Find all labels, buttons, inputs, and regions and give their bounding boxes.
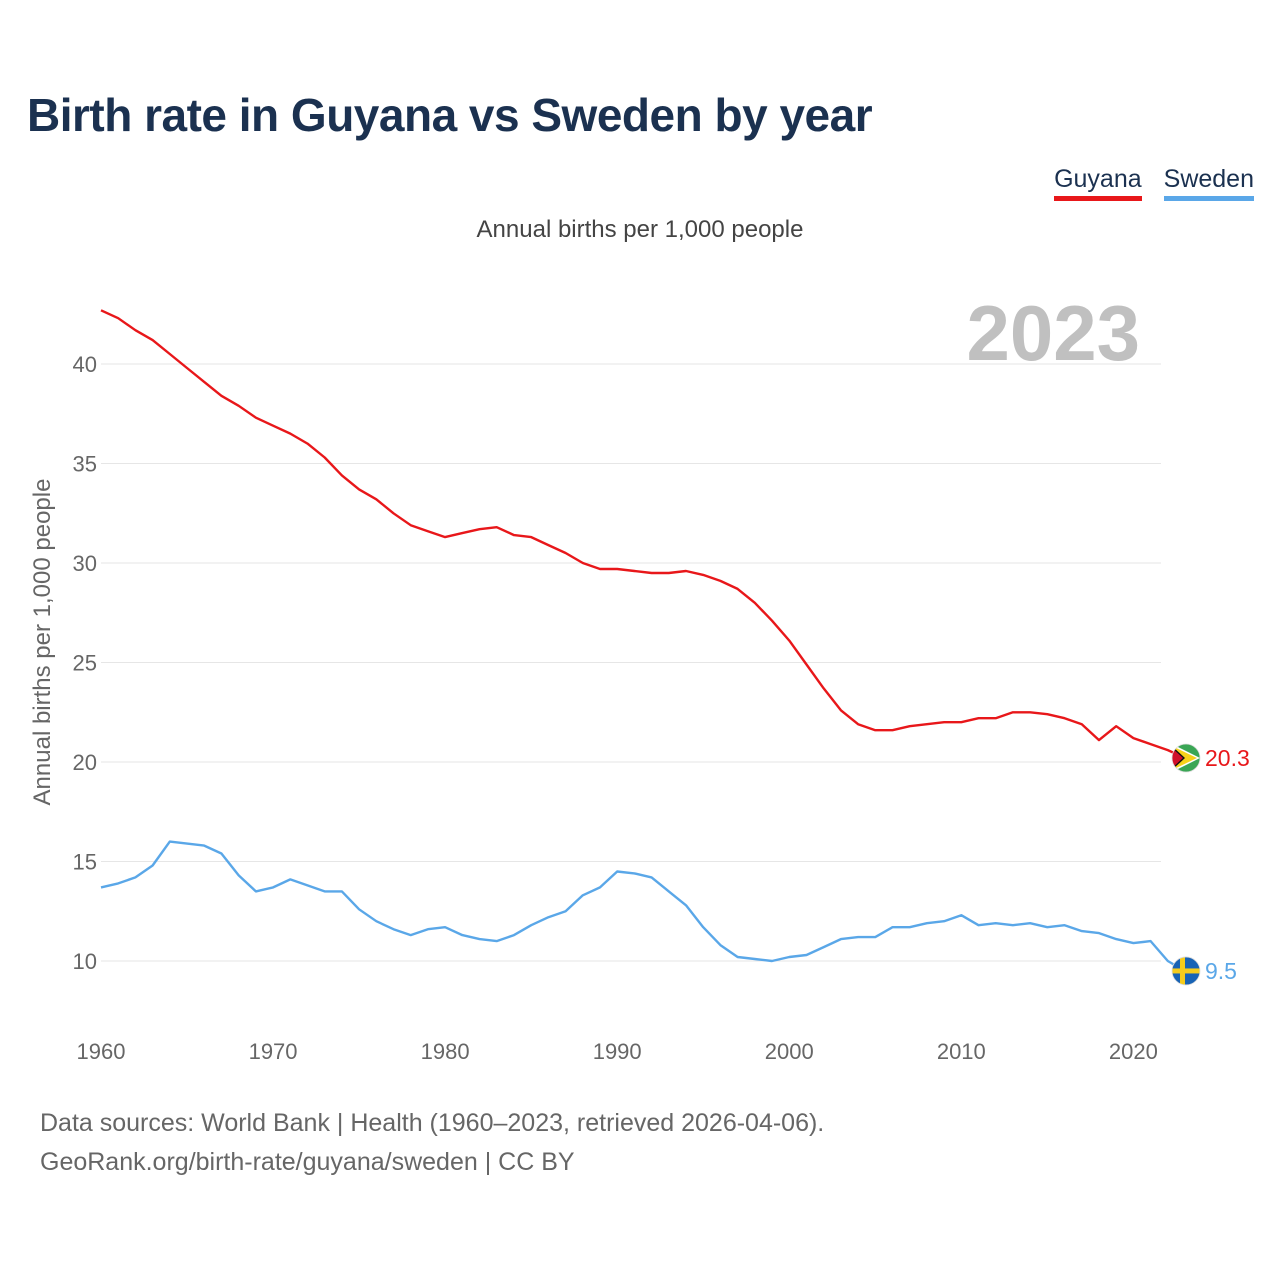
series-line-sweden <box>100 840 1186 973</box>
guyana-flag-icon <box>1171 743 1201 773</box>
y-tick-label: 40 <box>73 352 97 377</box>
x-tick-label: 2000 <box>765 1039 814 1064</box>
end-value-label-sweden: 9.5 <box>1205 958 1237 984</box>
y-axis-ticks: 10 15 20 25 30 35 40 <box>73 352 97 974</box>
y-tick-label: 30 <box>73 551 97 576</box>
source-line-2[interactable]: GeoRank.org/birth-rate/guyana/sweden | C… <box>40 1148 575 1176</box>
year-watermark: 2023 <box>966 289 1140 377</box>
x-axis-ticks: 1960 1970 1980 1990 2000 2010 2020 <box>77 1039 1158 1064</box>
x-tick-label: 1970 <box>249 1039 298 1064</box>
y-tick-label: 20 <box>73 750 97 775</box>
source-note: Data sources: World Bank | Health (1960–… <box>40 1104 824 1182</box>
chart-title: Birth rate in Guyana vs Sweden by year <box>27 89 873 141</box>
legend: Guyana Sweden <box>1054 165 1254 201</box>
sweden-flag-icon <box>1171 956 1201 986</box>
source-line-1: Data sources: World Bank | Health (1960–… <box>40 1109 825 1137</box>
chart-subtitle: Annual births per 1,000 people <box>476 216 804 243</box>
legend-item-guyana[interactable]: Guyana <box>1054 165 1142 201</box>
x-tick-label: 1990 <box>593 1039 642 1064</box>
x-tick-label: 1980 <box>421 1039 470 1064</box>
series-endpoints: 20.3 9.5 <box>1171 743 1250 986</box>
y-tick-label: 15 <box>73 850 97 875</box>
end-value-label-guyana: 20.3 <box>1205 745 1250 771</box>
series-lines <box>100 309 1186 973</box>
x-tick-label: 2010 <box>937 1039 986 1064</box>
legend-item-sweden[interactable]: Sweden <box>1163 165 1254 201</box>
gridlines <box>101 363 1161 962</box>
line-chart: 10 15 20 25 30 35 40 1960 1970 1980 1990 2000 2010 2… <box>29 289 1250 1064</box>
series-line-guyana <box>100 309 1186 760</box>
y-tick-label: 25 <box>73 651 97 676</box>
y-tick-label: 35 <box>73 452 97 477</box>
x-tick-label: 1960 <box>77 1039 126 1064</box>
y-tick-label: 10 <box>73 949 97 974</box>
y-axis-label: Annual births per 1,000 people <box>29 479 56 806</box>
x-tick-label: 2020 <box>1109 1039 1158 1064</box>
